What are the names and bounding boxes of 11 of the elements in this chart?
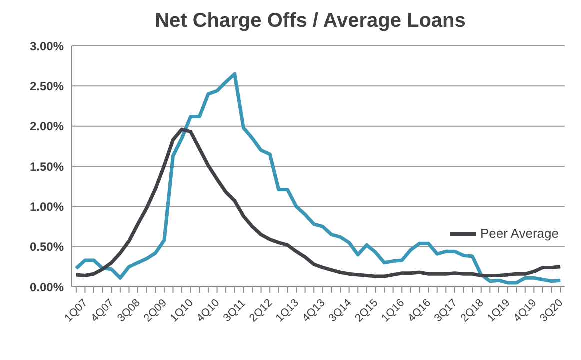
y-tick-label: 2.50% [30, 79, 64, 94]
y-tick-label: 1.00% [30, 200, 64, 214]
y-tick-label: 1.50% [30, 160, 64, 174]
y-tick-label: 0.50% [30, 240, 64, 254]
chart-title: Net Charge Offs / Average Loans [154, 9, 467, 34]
y-tick-label: 2.00% [30, 120, 64, 134]
legend-label: Peer Average [479, 226, 559, 241]
y-tick-label: 3.00% [30, 39, 64, 54]
line-series [74, 72, 562, 285]
y-tick-label: 0.00% [30, 280, 64, 294]
line-series [74, 128, 562, 278]
